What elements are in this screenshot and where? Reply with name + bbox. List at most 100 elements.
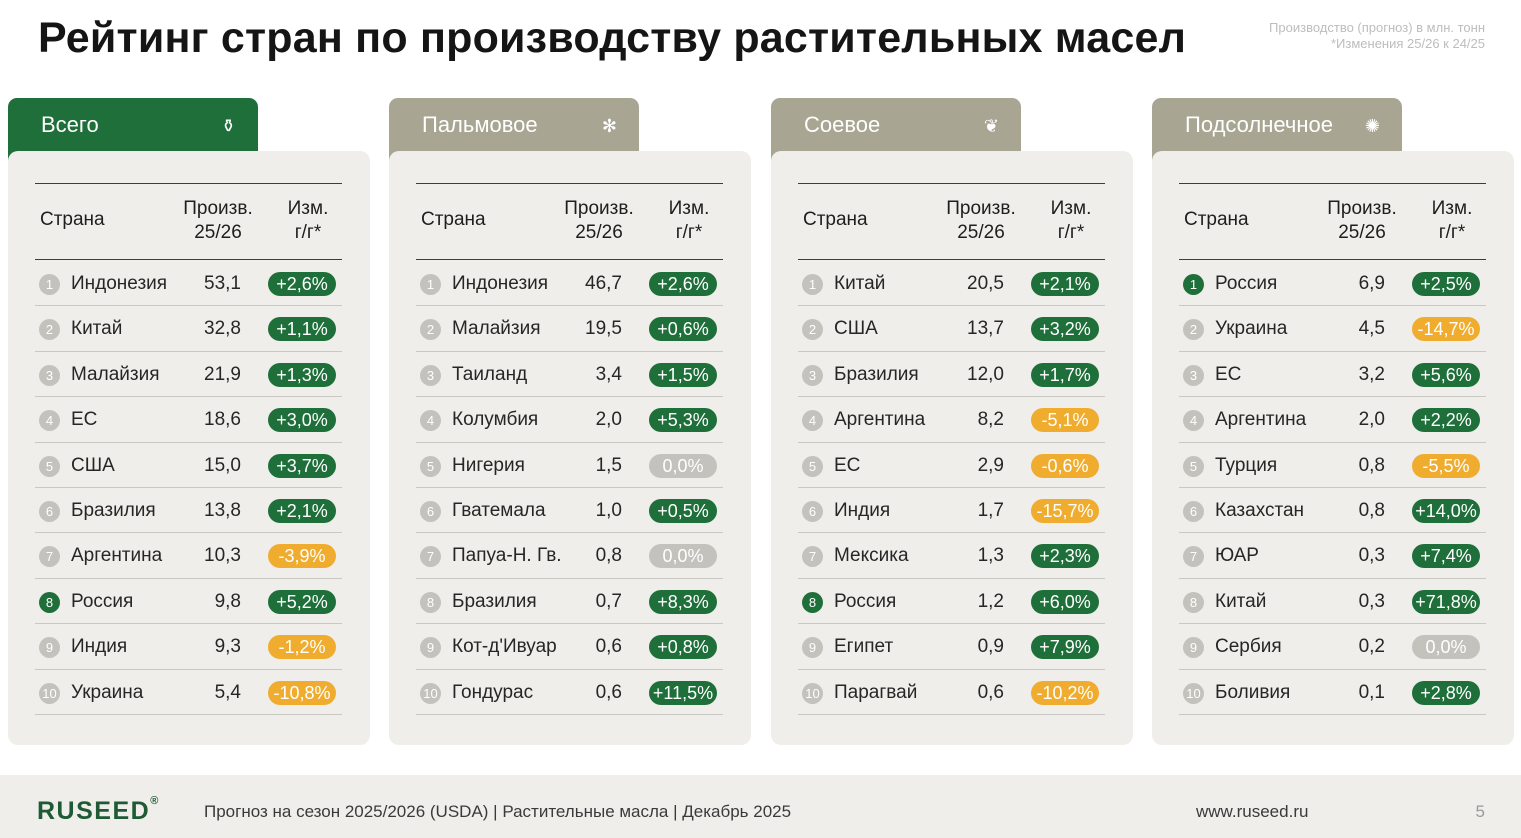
change-badge: -15,7% bbox=[1031, 498, 1099, 523]
table-row: 5 США 15,0 +3,7% bbox=[35, 443, 342, 488]
change-badge: +8,3% bbox=[649, 589, 717, 614]
table-row: 8 Бразилия 0,7 +8,3% bbox=[416, 579, 723, 625]
change-badge: +7,4% bbox=[1412, 544, 1480, 569]
change-badge: +14,0% bbox=[1412, 498, 1480, 523]
header-change: Изм. г/г* bbox=[659, 197, 719, 245]
production-value: 2,0 bbox=[1358, 409, 1385, 431]
country-name: Бразилия bbox=[71, 499, 156, 521]
rank-badge: 8 bbox=[802, 591, 823, 613]
rank-badge: 10 bbox=[1183, 682, 1204, 704]
country-name: ЕС bbox=[71, 409, 98, 431]
production-value: 1,0 bbox=[595, 499, 622, 521]
table-row: 4 Аргентина 8,2 -5,1% bbox=[798, 397, 1105, 443]
country-name: Индонезия bbox=[71, 273, 168, 294]
table-row: 1 Китай 20,5 +2,1% bbox=[798, 261, 1105, 307]
ruseed-logo[interactable]: RUSEED® bbox=[37, 795, 160, 826]
change-badge: +2,6% bbox=[268, 272, 336, 296]
footer: RUSEED® Прогноз на сезон 2025/2026 (USDA… bbox=[0, 775, 1521, 838]
tab-1[interactable]: Пальмовое ✻ bbox=[389, 98, 639, 160]
header-change-line: г/г* bbox=[1438, 222, 1466, 243]
table-row: 4 Аргентина 2,0 +2,2% bbox=[1179, 397, 1486, 443]
production-value: 13,7 bbox=[967, 318, 1004, 340]
production-value: 15,0 bbox=[204, 454, 241, 476]
country-name: Аргентина bbox=[71, 545, 163, 567]
production-value: 9,3 bbox=[214, 636, 241, 658]
table-body: 1 Россия 6,9 +2,5% 2 Украина 4,5 -14,7% 3 ЕС 3,2 +5… bbox=[1179, 261, 1486, 715]
table-row: 4 ЕС 18,6 +3,0% bbox=[35, 397, 342, 443]
country-name: Малайзия bbox=[71, 363, 160, 385]
production-value: 0,6 bbox=[595, 636, 622, 658]
production-value: 2,9 bbox=[977, 454, 1004, 476]
header-change: Изм. г/г* bbox=[278, 197, 338, 245]
rank-badge: 8 bbox=[420, 591, 441, 613]
change-badge: +1,7% bbox=[1031, 362, 1099, 387]
change-badge: +1,3% bbox=[268, 362, 336, 387]
rank-badge: 10 bbox=[802, 682, 823, 704]
header-change-line: Изм. bbox=[1431, 198, 1473, 219]
production-value: 21,9 bbox=[204, 363, 241, 385]
rank-badge: 3 bbox=[1183, 364, 1204, 386]
table-row: 8 Китай 0,3 +71,8% bbox=[1179, 579, 1486, 625]
production-value: 4,5 bbox=[1358, 318, 1385, 340]
tab-2[interactable]: Соевое ❦ bbox=[771, 98, 1021, 160]
production-value: 13,8 bbox=[204, 499, 241, 521]
production-value: 20,5 bbox=[967, 273, 1004, 294]
change-badge: +3,7% bbox=[268, 453, 336, 478]
header-production-line: Произв. bbox=[564, 198, 634, 219]
country-name: ЮАР bbox=[1215, 545, 1259, 567]
country-name: Россия bbox=[834, 590, 897, 612]
change-badge: -5,1% bbox=[1031, 408, 1099, 433]
country-name: Парагвай bbox=[834, 681, 918, 703]
change-badge: -14,7% bbox=[1412, 317, 1480, 342]
rank-badge: 4 bbox=[802, 410, 823, 432]
country-name: Нигерия bbox=[452, 454, 525, 476]
country-name: Украина bbox=[1215, 318, 1288, 340]
change-badge: 0,0% bbox=[649, 544, 717, 569]
header-production-line: Произв. bbox=[1327, 198, 1397, 219]
country-name: Египет bbox=[834, 636, 894, 658]
table-row: 2 Украина 4,5 -14,7% bbox=[1179, 306, 1486, 352]
table-row: 1 Индонезия 53,1 +2,6% bbox=[35, 261, 342, 307]
table-row: 9 Сербия 0,2 0,0% bbox=[1179, 624, 1486, 670]
change-badge: +0,5% bbox=[649, 498, 717, 523]
country-name: Индонезия bbox=[452, 273, 549, 294]
rank-badge: 7 bbox=[802, 546, 823, 568]
table-row: 10 Гондурас 0,6 +11,5% bbox=[416, 670, 723, 715]
rank-badge: 6 bbox=[420, 500, 441, 522]
table-header: Страна Произв. 25/26 Изм. г/г* bbox=[35, 183, 342, 260]
table-row: 10 Украина 5,4 -10,8% bbox=[35, 670, 342, 715]
production-value: 46,7 bbox=[585, 273, 622, 294]
production-value: 0,7 bbox=[595, 590, 622, 612]
production-value: 0,1 bbox=[1358, 681, 1385, 703]
table-row: 8 Россия 9,8 +5,2% bbox=[35, 579, 342, 625]
country-name: Гватемала bbox=[452, 499, 546, 521]
tab-0[interactable]: Всего ⚱ bbox=[8, 98, 258, 160]
production-value: 19,5 bbox=[585, 318, 622, 340]
header-production-line: 25/26 bbox=[575, 222, 623, 243]
ranking-card: Страна Произв. 25/26 Изм. г/г* 1 Индонезия 53,1… bbox=[8, 151, 370, 745]
rank-badge: 5 bbox=[420, 455, 441, 477]
change-badge: +1,1% bbox=[268, 317, 336, 342]
table-row: 3 Таиланд 3,4 +1,5% bbox=[416, 352, 723, 398]
production-value: 0,6 bbox=[977, 681, 1004, 703]
rank-badge: 7 bbox=[1183, 546, 1204, 568]
header-country: Страна bbox=[1184, 209, 1249, 230]
country-name: Сербия bbox=[1215, 636, 1282, 658]
header-production-line: 25/26 bbox=[194, 222, 242, 243]
change-badge: +7,9% bbox=[1031, 635, 1099, 660]
table-row: 7 Аргентина 10,3 -3,9% bbox=[35, 533, 342, 579]
table-header: Страна Произв. 25/26 Изм. г/г* bbox=[798, 183, 1105, 260]
site-link[interactable]: www.ruseed.ru bbox=[1196, 802, 1309, 821]
country-name: Украина bbox=[71, 681, 144, 703]
table-row: 7 Папуа-Н. Гв. 0,8 0,0% bbox=[416, 533, 723, 579]
header-change-line: г/г* bbox=[675, 222, 703, 243]
rank-badge: 1 bbox=[420, 274, 441, 295]
rank-badge: 10 bbox=[39, 682, 60, 704]
tab-3[interactable]: Подсолнечное ✺ bbox=[1152, 98, 1402, 160]
rank-badge: 2 bbox=[802, 319, 823, 341]
country-name: Папуа-Н. Гв. bbox=[452, 545, 562, 567]
page-number: 5 bbox=[1475, 802, 1485, 821]
header-change-line: Изм. bbox=[287, 198, 329, 219]
rank-badge: 9 bbox=[39, 637, 60, 659]
table-row: 9 Кот-д'Ивуар 0,6 +0,8% bbox=[416, 624, 723, 670]
